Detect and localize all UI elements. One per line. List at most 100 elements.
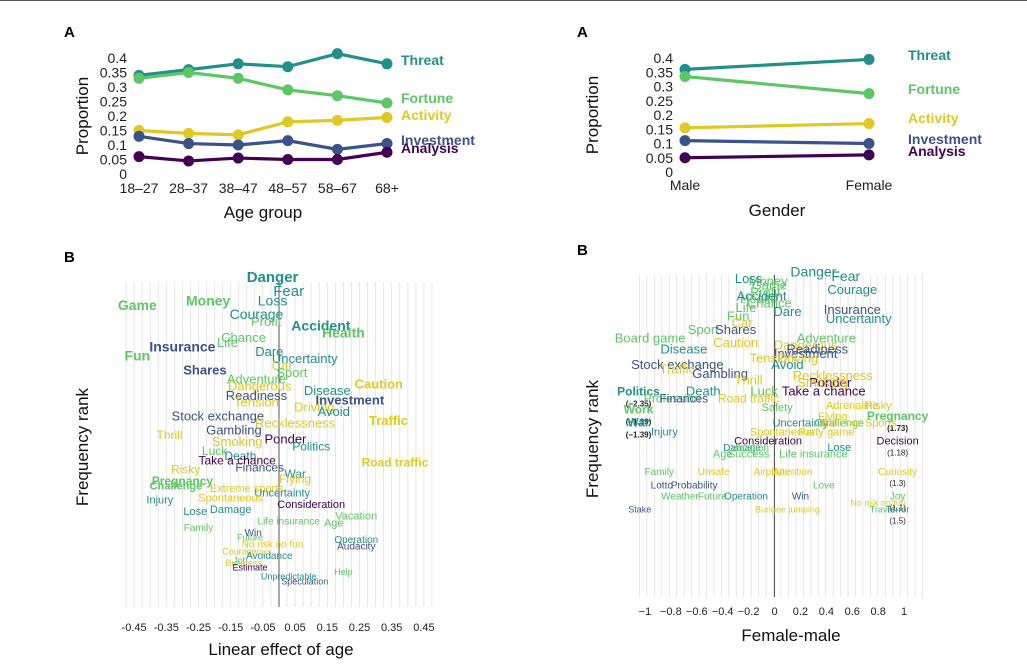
word-label: Fear [273,283,304,300]
word-label: Money [749,273,789,288]
word-label: Avoid [318,404,350,419]
data-point-analysis [381,146,393,158]
word-label: Joy [890,491,906,502]
x-tick-label: 28–37 [169,180,208,196]
data-point-fortune [381,97,393,109]
x-tick-label: 0.8 [871,606,886,618]
x-tick-label: 0.05 [284,622,305,634]
word-label: Consideration [277,499,345,511]
word-label: War [627,416,650,430]
word-label: Dangerous [228,379,292,394]
word-label: Board game [615,331,686,346]
word-label: Disease [304,383,351,398]
data-point-fortune [679,71,691,83]
word-label: Love [813,480,835,491]
word-label: Damage [210,504,252,516]
word-label: Estimate [233,562,268,572]
x-tick-label: -0.35 [154,622,179,634]
panel-label: B [64,249,75,266]
word-label: Car [272,358,294,373]
age-words-panel: B -0.45 -0.35 -0.25 -0.15 -0.05 0.05 0.15 0.25 0.… [64,249,435,659]
data-point-investment [331,143,343,155]
y-tick-label: 0.4 [654,50,674,66]
data-point-activity [282,116,294,128]
y-tick-label: 0.15 [646,121,673,137]
word-label: Take a chance [782,384,866,399]
x-tick-label: -0.25 [186,622,211,634]
word-label: Readiness [226,388,288,403]
word-label: Uncertainty [254,488,310,500]
x-tick-label: −1 [639,606,652,618]
top-rule [0,0,1027,1]
word-label: Work [624,402,654,416]
data-point-activity [183,127,195,139]
x-tick-label: 68+ [375,180,399,196]
series-label-fortune: Fortune [908,81,960,97]
word-label: Thrill [735,373,763,388]
word-label: Vacation [335,511,377,523]
y-tick-label: 0.2 [654,107,674,123]
gender-line-panel: A 00.050.10.150.20.250.30.350.4 Male Female… [577,24,982,220]
word-label: Fun [727,309,749,324]
y-axis-title: Proportion [73,77,92,155]
series-label-threat: Threat [401,52,444,68]
word-label: Take a chance [198,453,276,467]
y-tick-label: 0.35 [100,65,127,81]
word-label: Adventure [797,331,856,346]
word-label: Operation [724,491,768,502]
word-label: Avoid [771,357,803,372]
data-point-analysis [282,154,294,165]
data-point-activity [381,111,393,123]
word-label: War [284,467,306,481]
series-line-threat [138,52,388,77]
data-point-fortune [282,84,294,96]
word-label: Sport [276,365,307,380]
series-line-fortune [684,74,870,96]
word-label: Profit [251,314,282,329]
y-tick-label: 0 [665,164,673,180]
series-line-investment [138,134,388,151]
word-label: No risk no fun [242,539,304,550]
word-label: Health [740,291,778,306]
word-label: Disease [660,342,707,357]
word-label: Future [237,532,263,542]
word-label: Road traffic [362,456,429,470]
word-label: Tension [234,395,279,410]
word-label: Travel [870,505,895,515]
word-label: Dare [773,304,801,319]
word-label: Family [644,467,673,478]
word-effect-label: (−1.39) [626,417,652,426]
x-tick-label: Female [846,177,893,193]
y-tick-label: 0 [119,166,127,182]
word-label: Challenge [150,481,203,493]
word-label: Weather [661,491,699,502]
word-label: Ponder [809,375,852,390]
x-tick-label: 0 [771,606,777,618]
panel-label: A [577,24,588,41]
word-label: Life [736,300,757,315]
word-label: Investment [774,346,838,361]
data-point-analysis [331,154,343,165]
word-effect-label: (1.3) [889,479,906,488]
y-axis-title: Frequency rank [73,387,92,506]
word-label: Airplane [754,467,791,478]
word-label: Dare [255,344,283,359]
data-point-activity [863,118,875,130]
series-label-activity: Activity [908,110,959,126]
data-point-activity [331,114,343,126]
x-tick-label: 58–67 [318,180,357,196]
word-label: Uncertainty [826,311,892,326]
word-label: Speculation [281,576,328,586]
x-axis-title: Female-male [741,626,840,645]
y-tick-label: 0.3 [654,79,674,95]
data-point-investment [282,135,294,147]
word-label: Loss [258,292,288,308]
data-point-investment [863,138,875,149]
gender-words-panel: B −1 −0.8 −0.6 −0.4 −0.2 0 0.2 0.4 0.6 0.8 1 Female-… [577,242,929,645]
data-point-analysis [183,155,195,167]
word-label: Flying [818,411,847,423]
word-label: Risky [171,463,200,477]
x-tick-label: 0.15 [317,622,338,634]
word-label: Spontaneous [198,492,263,504]
